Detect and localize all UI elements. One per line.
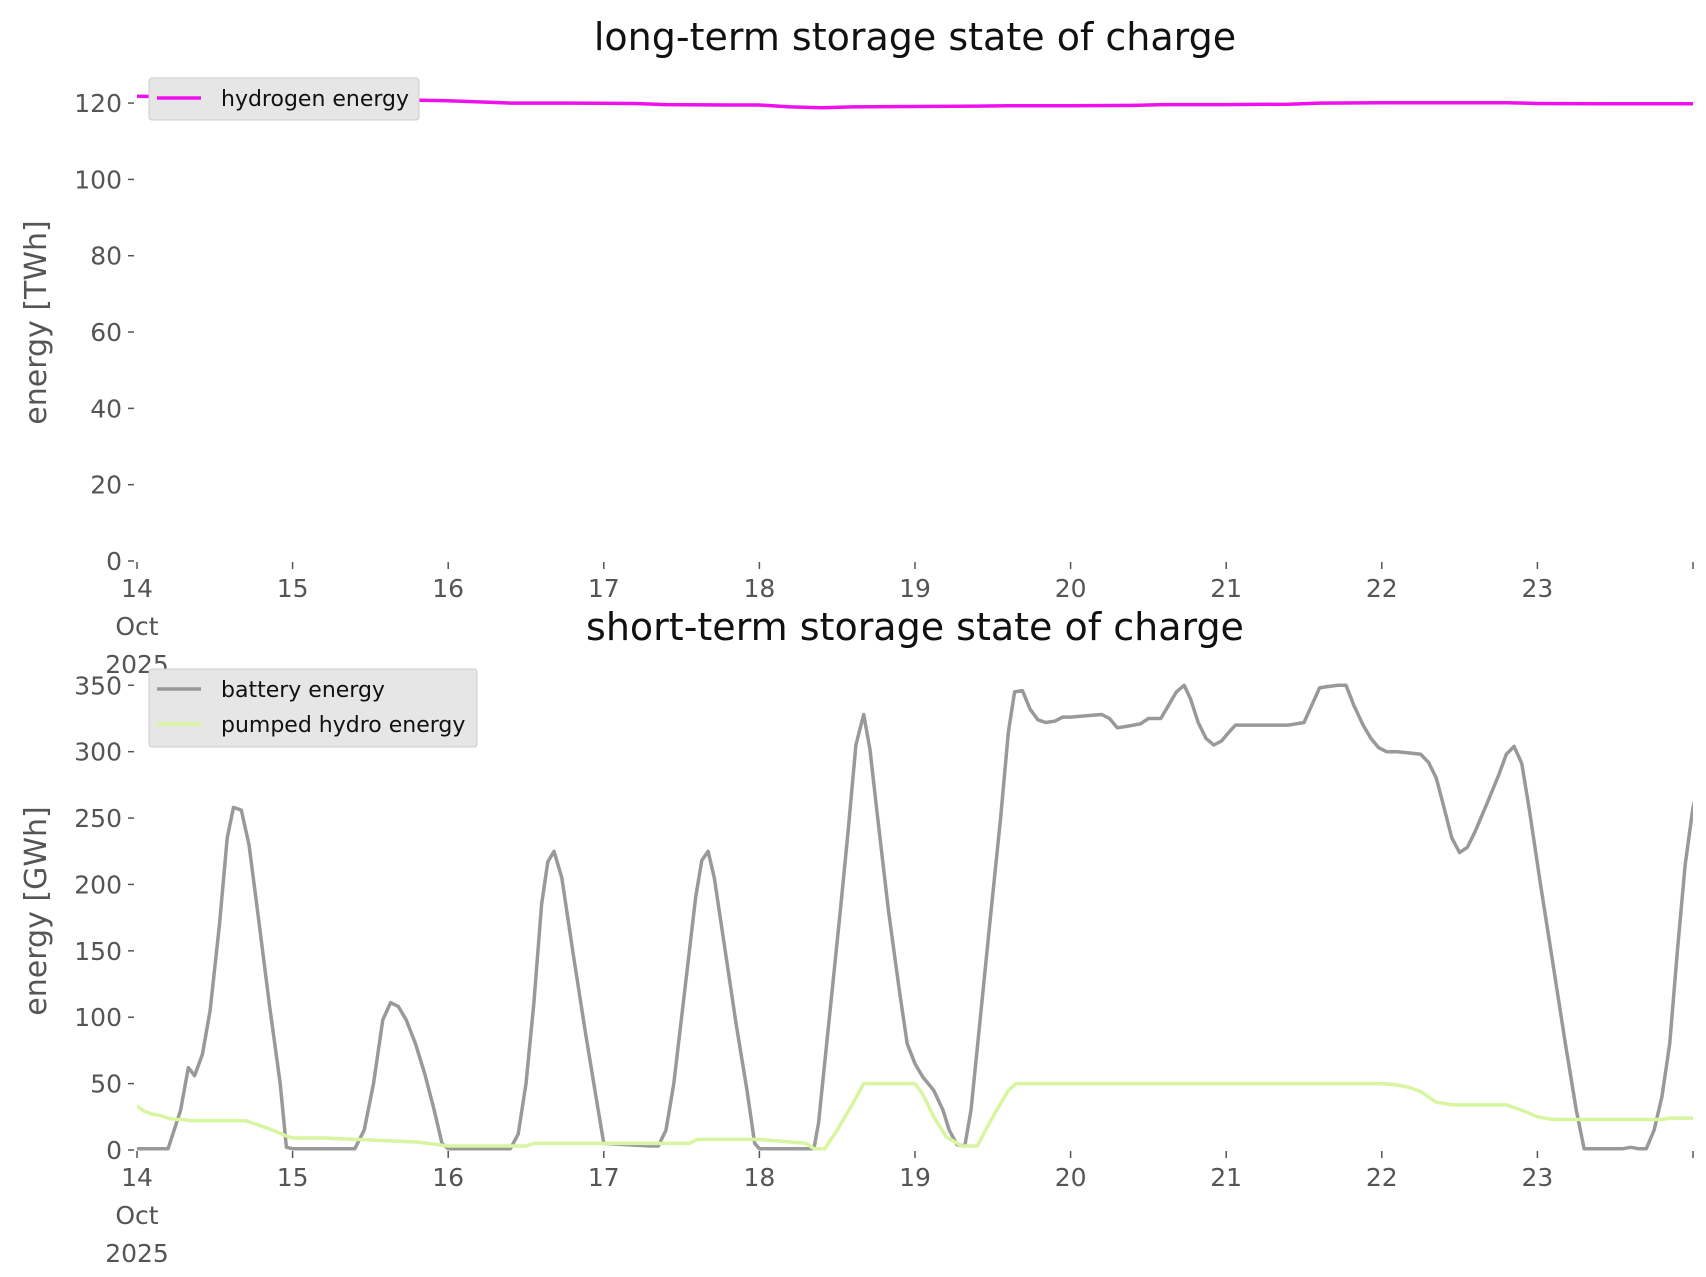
x-tick-label: 23 xyxy=(1521,1163,1553,1192)
y-axis-label: energy [GWh] xyxy=(19,806,54,1015)
x-tick-label: 16 xyxy=(432,1163,464,1192)
x-tick-label: 22 xyxy=(1366,574,1398,603)
x-tick-label: 14 xyxy=(121,1163,153,1192)
y-tick-label: 150 xyxy=(74,937,122,966)
x-tick-label: 2025 xyxy=(105,1239,169,1268)
y-tick-label: 0 xyxy=(106,547,122,576)
x-tick-label: 18 xyxy=(743,1163,775,1192)
legend: battery energy pumped hydro energy xyxy=(148,668,478,748)
x-tick-label: Oct xyxy=(115,1201,158,1230)
x-tick-label: 19 xyxy=(899,574,931,603)
y-tick-label: 20 xyxy=(90,471,122,500)
x-tick-label: 19 xyxy=(899,1163,931,1192)
x-tick-label: 23 xyxy=(1521,574,1553,603)
x-tick-label: 18 xyxy=(743,574,775,603)
long-term-storage-chart: long-term storage state of charge energy… xyxy=(19,15,1694,679)
chart-title: short-term storage state of charge xyxy=(586,605,1244,649)
x-tick-label: 17 xyxy=(588,574,620,603)
legend-label: battery energy xyxy=(221,678,385,703)
y-tick-label: 250 xyxy=(74,804,122,833)
y-tick-label: 100 xyxy=(74,165,122,194)
x-tick-label: 17 xyxy=(588,1163,620,1192)
x-tick-label: 15 xyxy=(277,1163,309,1192)
x-tick-label: 20 xyxy=(1055,574,1087,603)
series-line-pumped-hydro-energy xyxy=(137,1081,1693,1151)
x-tick-label: 16 xyxy=(432,574,464,603)
x-tick-label: 20 xyxy=(1055,1163,1087,1192)
y-tick-label: 50 xyxy=(90,1070,122,1099)
y-axis-label: energy [TWh] xyxy=(19,220,54,424)
x-tick-label: 21 xyxy=(1210,1163,1242,1192)
series-lines xyxy=(137,94,1693,110)
y-tick-label: 100 xyxy=(74,1003,122,1032)
chart-title: long-term storage state of charge xyxy=(594,15,1236,59)
y-tick-label: 0 xyxy=(106,1136,122,1165)
x-tick-label: 21 xyxy=(1210,574,1242,603)
legend-box xyxy=(148,77,420,121)
y-tick-label: 60 xyxy=(90,318,122,347)
legend: hydrogen energy xyxy=(148,77,420,121)
legend-label: hydrogen energy xyxy=(221,87,409,112)
axis-ticks: 0 50 100 150 200 250 300 350 14 Oct 2025 15 16 17 18 19… xyxy=(74,671,1694,1268)
y-tick-label: 300 xyxy=(74,738,122,767)
series-lines xyxy=(137,683,1693,1151)
x-tick-label: 15 xyxy=(277,574,309,603)
series-line-battery-energy xyxy=(137,683,1693,1151)
x-tick-label: Oct xyxy=(115,612,158,641)
y-tick-label: 40 xyxy=(90,394,122,423)
x-tick-label: 22 xyxy=(1366,1163,1398,1192)
short-term-storage-chart: short-term storage state of charge energ… xyxy=(19,605,1694,1268)
y-tick-label: 80 xyxy=(90,242,122,271)
legend-box xyxy=(148,668,478,748)
y-tick-label: 350 xyxy=(74,671,122,700)
legend-label: pumped hydro energy xyxy=(221,713,465,738)
x-tick-label: 14 xyxy=(121,574,153,603)
series-line-hydrogen-energy xyxy=(137,94,1693,110)
y-tick-label: 200 xyxy=(74,870,122,899)
y-tick-label: 120 xyxy=(74,89,122,118)
